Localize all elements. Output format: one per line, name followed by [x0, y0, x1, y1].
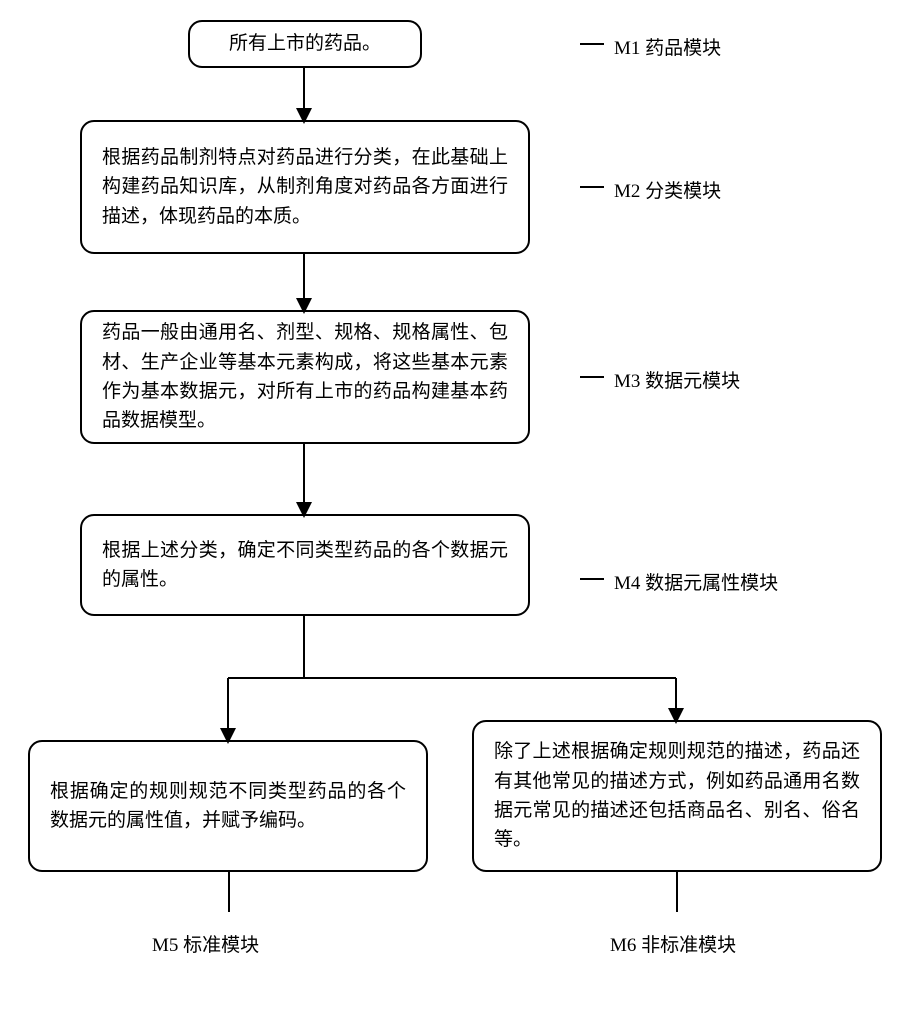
flow-node-text: 根据上述分类，确定不同类型药品的各个数据元的属性。: [102, 536, 508, 595]
flow-node-m1: 所有上市的药品。: [188, 20, 422, 68]
side-label: M2 分类模块: [614, 176, 721, 203]
flow-node-m5: 根据确定的规则规范不同类型药品的各个数据元的属性值，并赋予编码。: [28, 740, 428, 872]
side-tick: [580, 376, 604, 378]
bottom-tick: [228, 872, 230, 912]
side-label: M4 数据元属性模块: [614, 568, 778, 595]
bottom-label: M6 非标准模块: [610, 930, 736, 957]
side-tick: [580, 43, 604, 45]
flow-node-text: 药品一般由通用名、剂型、规格、规格属性、包材、生产企业等基本元素构成，将这些基本…: [102, 318, 508, 436]
flow-node-m4: 根据上述分类，确定不同类型药品的各个数据元的属性。: [80, 514, 530, 616]
bottom-label: M5 标准模块: [152, 930, 259, 957]
flow-node-text: 所有上市的药品。: [229, 29, 381, 58]
side-label: M1 药品模块: [614, 33, 721, 60]
bottom-tick: [676, 872, 678, 912]
side-tick: [580, 186, 604, 188]
flow-node-text: 除了上述根据确定规则规范的描述，药品还有其他常见的描述方式，例如药品通用名数据元…: [494, 737, 860, 855]
flow-node-text: 根据药品制剂特点对药品进行分类，在此基础上构建药品知识库，从制剂角度对药品各方面…: [102, 143, 508, 231]
flow-node-m6: 除了上述根据确定规则规范的描述，药品还有其他常见的描述方式，例如药品通用名数据元…: [472, 720, 882, 872]
flow-node-m2: 根据药品制剂特点对药品进行分类，在此基础上构建药品知识库，从制剂角度对药品各方面…: [80, 120, 530, 254]
flow-node-m3: 药品一般由通用名、剂型、规格、规格属性、包材、生产企业等基本元素构成，将这些基本…: [80, 310, 530, 444]
side-tick: [580, 578, 604, 580]
flow-node-text: 根据确定的规则规范不同类型药品的各个数据元的属性值，并赋予编码。: [50, 777, 406, 836]
side-label: M3 数据元模块: [614, 366, 740, 393]
